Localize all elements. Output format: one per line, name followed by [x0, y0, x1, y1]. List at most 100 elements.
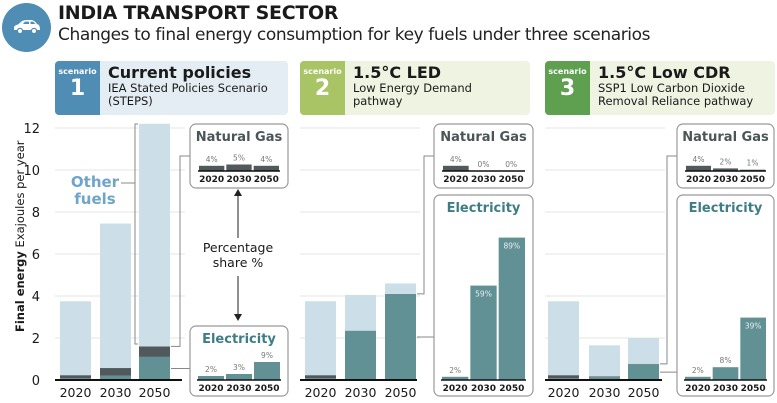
bar-natural-gas: [100, 368, 131, 376]
inset-tick-label: 2020: [443, 384, 468, 394]
natural-gas-inset: [676, 123, 775, 189]
other-fuels-bracket: [134, 183, 138, 345]
y-tick-label: 0: [32, 374, 40, 389]
inset-value-label: 1%: [747, 159, 759, 168]
y-tick-label: 8: [32, 206, 40, 221]
scenario-2-badge: scenario 2: [300, 61, 345, 115]
car-icon: [14, 20, 40, 35]
bar-natural-gas: [305, 375, 336, 379]
inset-value-label: 0%: [478, 160, 490, 169]
inset-value-label: 2%: [720, 157, 732, 166]
inset-bar-electricity: [498, 237, 525, 380]
inset-bar-electricity: [470, 285, 497, 380]
inset-bar-electricity: [712, 367, 739, 380]
scenario-desc: SSP1 Low Carbon Dioxide: [598, 81, 746, 95]
inset-value-label: 3%: [233, 363, 245, 372]
scenario-desc: Removal Reliance pathway: [598, 94, 754, 108]
y-tick-label: 6: [32, 248, 40, 263]
y-tick-label: 2: [32, 332, 40, 347]
bar-other-fuels: [100, 223, 131, 369]
scenario-1-header: scenario 1 Current policies IEA Stated P…: [55, 61, 288, 115]
scenario-name: Current policies: [108, 63, 252, 82]
bar-other-fuels: [385, 283, 416, 294]
inset-tick-label: 2030: [713, 384, 738, 394]
x-tick-label: 2030: [589, 385, 621, 400]
inset-value-label: 2%: [692, 366, 704, 375]
inset-value-label: 4%: [206, 155, 218, 164]
bar-natural-gas: [139, 346, 170, 357]
scenario-number: 2: [314, 76, 331, 101]
x-tick-label: 2050: [385, 385, 417, 400]
bar-electricity: [345, 330, 376, 380]
inset-value-label: 2%: [205, 365, 217, 374]
natural-gas-inset: [189, 123, 289, 189]
scenario-desc: Low Energy Demand: [353, 81, 472, 95]
inset-bar-natural-gas: [253, 165, 279, 171]
inset-tick-label: 2020: [198, 384, 223, 394]
natural-gas-inset: [433, 123, 534, 189]
bar-natural-gas: [548, 375, 579, 379]
inset-value-label: 2%: [449, 366, 461, 375]
inset-tick-label: 2020: [199, 175, 224, 185]
scenario-number: 1: [69, 76, 86, 101]
y-tick-label: 10: [23, 164, 40, 179]
other-fuels-label: fuels: [74, 190, 116, 208]
inset-bar-electricity: [442, 376, 469, 380]
inset-bar-electricity: [198, 376, 224, 380]
bar-electricity: [385, 293, 416, 380]
bar-other-fuels: [60, 301, 91, 376]
inset-tick-label: 2030: [226, 175, 251, 185]
connector-natural-gas: [171, 155, 190, 347]
scenario-number: 3: [559, 76, 576, 101]
bar-other-fuels: [628, 338, 659, 364]
inset-bar-natural-gas: [443, 165, 469, 171]
inset-tick-label: 2020: [685, 384, 710, 394]
inset-bar-electricity: [226, 374, 252, 380]
scenario-1-badge: scenario 1: [55, 61, 100, 115]
inset-bar-natural-gas: [199, 165, 225, 171]
x-tick-label: 2050: [628, 385, 660, 400]
arrow-down-icon: [234, 314, 242, 321]
inset-value-label: 4%: [693, 155, 705, 164]
x-tick-label: 2050: [139, 385, 171, 400]
bar-other-fuels: [139, 123, 170, 347]
y-tick-label: 12: [23, 122, 40, 137]
inset-tick-label: 2030: [471, 384, 496, 394]
inset-value-label: 5%: [233, 154, 245, 163]
electricity-inset-title: Electricity: [202, 332, 276, 347]
scenario-label: scenario: [548, 67, 587, 76]
bar-other-fuels: [305, 301, 336, 376]
x-tick-label: 2020: [548, 385, 580, 400]
scenario-3-badge: scenario 3: [545, 61, 590, 115]
bar-electricity: [100, 375, 131, 380]
inset-bar-natural-gas: [713, 168, 738, 171]
scenario-name: 1.5°C LED: [353, 63, 442, 82]
natural-gas-inset-title: Natural Gas: [682, 130, 769, 145]
bar-other-fuels: [345, 294, 376, 331]
other-fuels-bracket: [121, 123, 138, 184]
x-tick-label: 2020: [60, 385, 92, 400]
scenario-name: 1.5°C Low CDR: [598, 63, 731, 82]
inset-tick-label: 2050: [254, 175, 279, 185]
inset-tick-label: 2050: [499, 384, 524, 394]
inset-tick-label: 2020: [443, 175, 468, 185]
page-title: INDIA TRANSPORT SECTOR: [58, 2, 339, 24]
bar-natural-gas: [60, 375, 91, 379]
y-tick-label: 4: [32, 290, 40, 305]
inset-bar-electricity: [740, 317, 766, 380]
bar-electricity: [628, 364, 659, 380]
inset-tick-label: 2030: [471, 175, 496, 185]
inset-bar-electricity: [254, 362, 280, 380]
natural-gas-inset-title: Natural Gas: [196, 130, 283, 145]
scenario-desc: IEA Stated Policies Scenario: [108, 81, 268, 95]
inset-bar-electricity: [685, 376, 711, 380]
scenario-3-header: scenario 3 1.5°C Low CDR SSP1 Low Carbon…: [545, 61, 775, 115]
scenario-desc: (STEPS): [108, 94, 153, 108]
inset-value-label: 8%: [720, 356, 732, 365]
electricity-inset-title: Electricity: [689, 201, 763, 216]
inset-tick-label: 2050: [499, 175, 524, 185]
scenario-label: scenario: [303, 67, 342, 76]
inset-tick-label: 2020: [686, 175, 711, 185]
inset-value-label: 0%: [505, 160, 517, 169]
